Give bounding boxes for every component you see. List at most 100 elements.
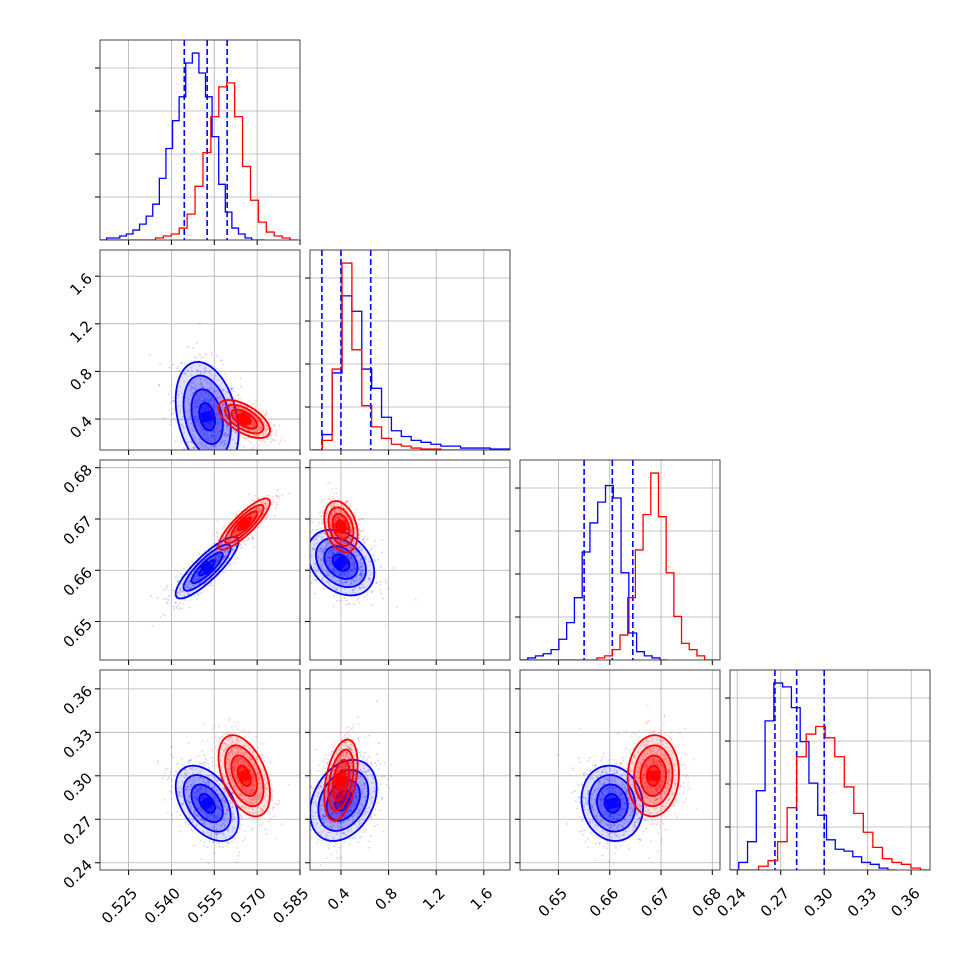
scatter-point (277, 489, 279, 492)
scatter-point (194, 768, 197, 771)
scatter-point (193, 809, 196, 812)
scatter-point (197, 790, 199, 793)
scatter-point (276, 503, 278, 506)
scatter-point (261, 507, 263, 510)
scatter-point (374, 560, 377, 563)
scatter-point (223, 389, 226, 392)
scatter-point (226, 549, 229, 552)
scatter-point (208, 841, 211, 843)
scatter-point (208, 399, 211, 401)
scatter-point (353, 566, 355, 568)
scatter-point (212, 445, 215, 448)
scatter-point (196, 443, 199, 445)
scatter-point (363, 596, 366, 598)
scatter-point (234, 417, 237, 419)
scatter-point (297, 537, 299, 539)
scatter-point (314, 569, 317, 572)
scatter-point (192, 577, 195, 579)
scatter-point (385, 582, 388, 584)
scatter-point (254, 494, 257, 497)
scatter-point (331, 551, 334, 554)
scatter-point (207, 477, 209, 479)
scatter-point (202, 399, 204, 402)
scatter-point (232, 401, 235, 403)
scatter-point (219, 444, 222, 447)
scatter-point (221, 542, 224, 545)
density-peak-series-0 (200, 410, 215, 423)
scatter-point (188, 384, 191, 387)
scatter-point (190, 758, 192, 761)
scatter-point (330, 553, 333, 556)
scatter-point (199, 322, 201, 324)
scatter-point (193, 387, 196, 390)
scatter-point (321, 559, 324, 562)
scatter-point (329, 562, 332, 565)
scatter-point (227, 557, 230, 560)
scatter-point (227, 829, 230, 832)
scatter-point (162, 613, 165, 616)
scatter-point (219, 545, 222, 548)
scatter-point (240, 397, 243, 400)
scatter-point (232, 438, 235, 441)
scatter-point (198, 438, 201, 441)
scatter-point (214, 374, 217, 377)
scatter-point (200, 785, 203, 787)
scatter-point (196, 369, 198, 371)
scatter-point (343, 581, 345, 584)
scatter-point (198, 364, 201, 367)
scatter-point (224, 431, 227, 434)
scatter-point (227, 409, 230, 412)
scatter-point (337, 570, 340, 573)
scatter-point (184, 372, 187, 375)
scatter-point (345, 500, 347, 503)
scatter-point (194, 436, 196, 439)
scatter-point (353, 579, 356, 582)
scatter-point (212, 400, 215, 403)
scatter-point (350, 583, 353, 585)
scatter-point (207, 784, 210, 787)
scatter-point (319, 566, 322, 569)
scatter-point (251, 494, 253, 496)
scatter-point (176, 581, 179, 583)
scatter-point (347, 603, 350, 606)
scatter-point (317, 535, 320, 538)
scatter-point (194, 388, 196, 390)
scatter-point (274, 433, 276, 436)
scatter-point (190, 381, 192, 383)
scatter-point (344, 592, 347, 594)
scatter-point (322, 512, 324, 515)
scatter-point (361, 574, 364, 577)
scatter-point (264, 507, 267, 510)
scatter-point (235, 530, 238, 533)
scatter-point (234, 410, 237, 413)
scatter-point (316, 550, 319, 553)
scatter-point (345, 603, 348, 606)
scatter-point (188, 759, 191, 762)
scatter-point (188, 587, 191, 590)
scatter-point (185, 583, 187, 586)
scatter-point (177, 390, 180, 393)
scatter-point (329, 550, 332, 553)
scatter-point (165, 597, 168, 600)
scatter-point (197, 790, 200, 793)
scatter-point (344, 536, 346, 539)
scatter-point (329, 517, 332, 519)
scatter-point (253, 512, 256, 514)
scatter-point (197, 789, 200, 791)
scatter-point (229, 530, 232, 532)
scatter-point (213, 776, 216, 778)
scatter-point (255, 508, 258, 511)
scatter-point (215, 554, 218, 557)
scatter-point (197, 807, 199, 809)
scatter-point (321, 531, 324, 534)
scatter-point (343, 534, 346, 537)
scatter-point (194, 799, 197, 802)
scatter-point (258, 444, 261, 447)
scatter-point (381, 551, 383, 554)
scatter-point (228, 533, 231, 536)
scatter-point (208, 463, 210, 465)
scatter-point (250, 437, 253, 440)
scatter-point (194, 796, 197, 799)
scatter-point (267, 503, 269, 505)
